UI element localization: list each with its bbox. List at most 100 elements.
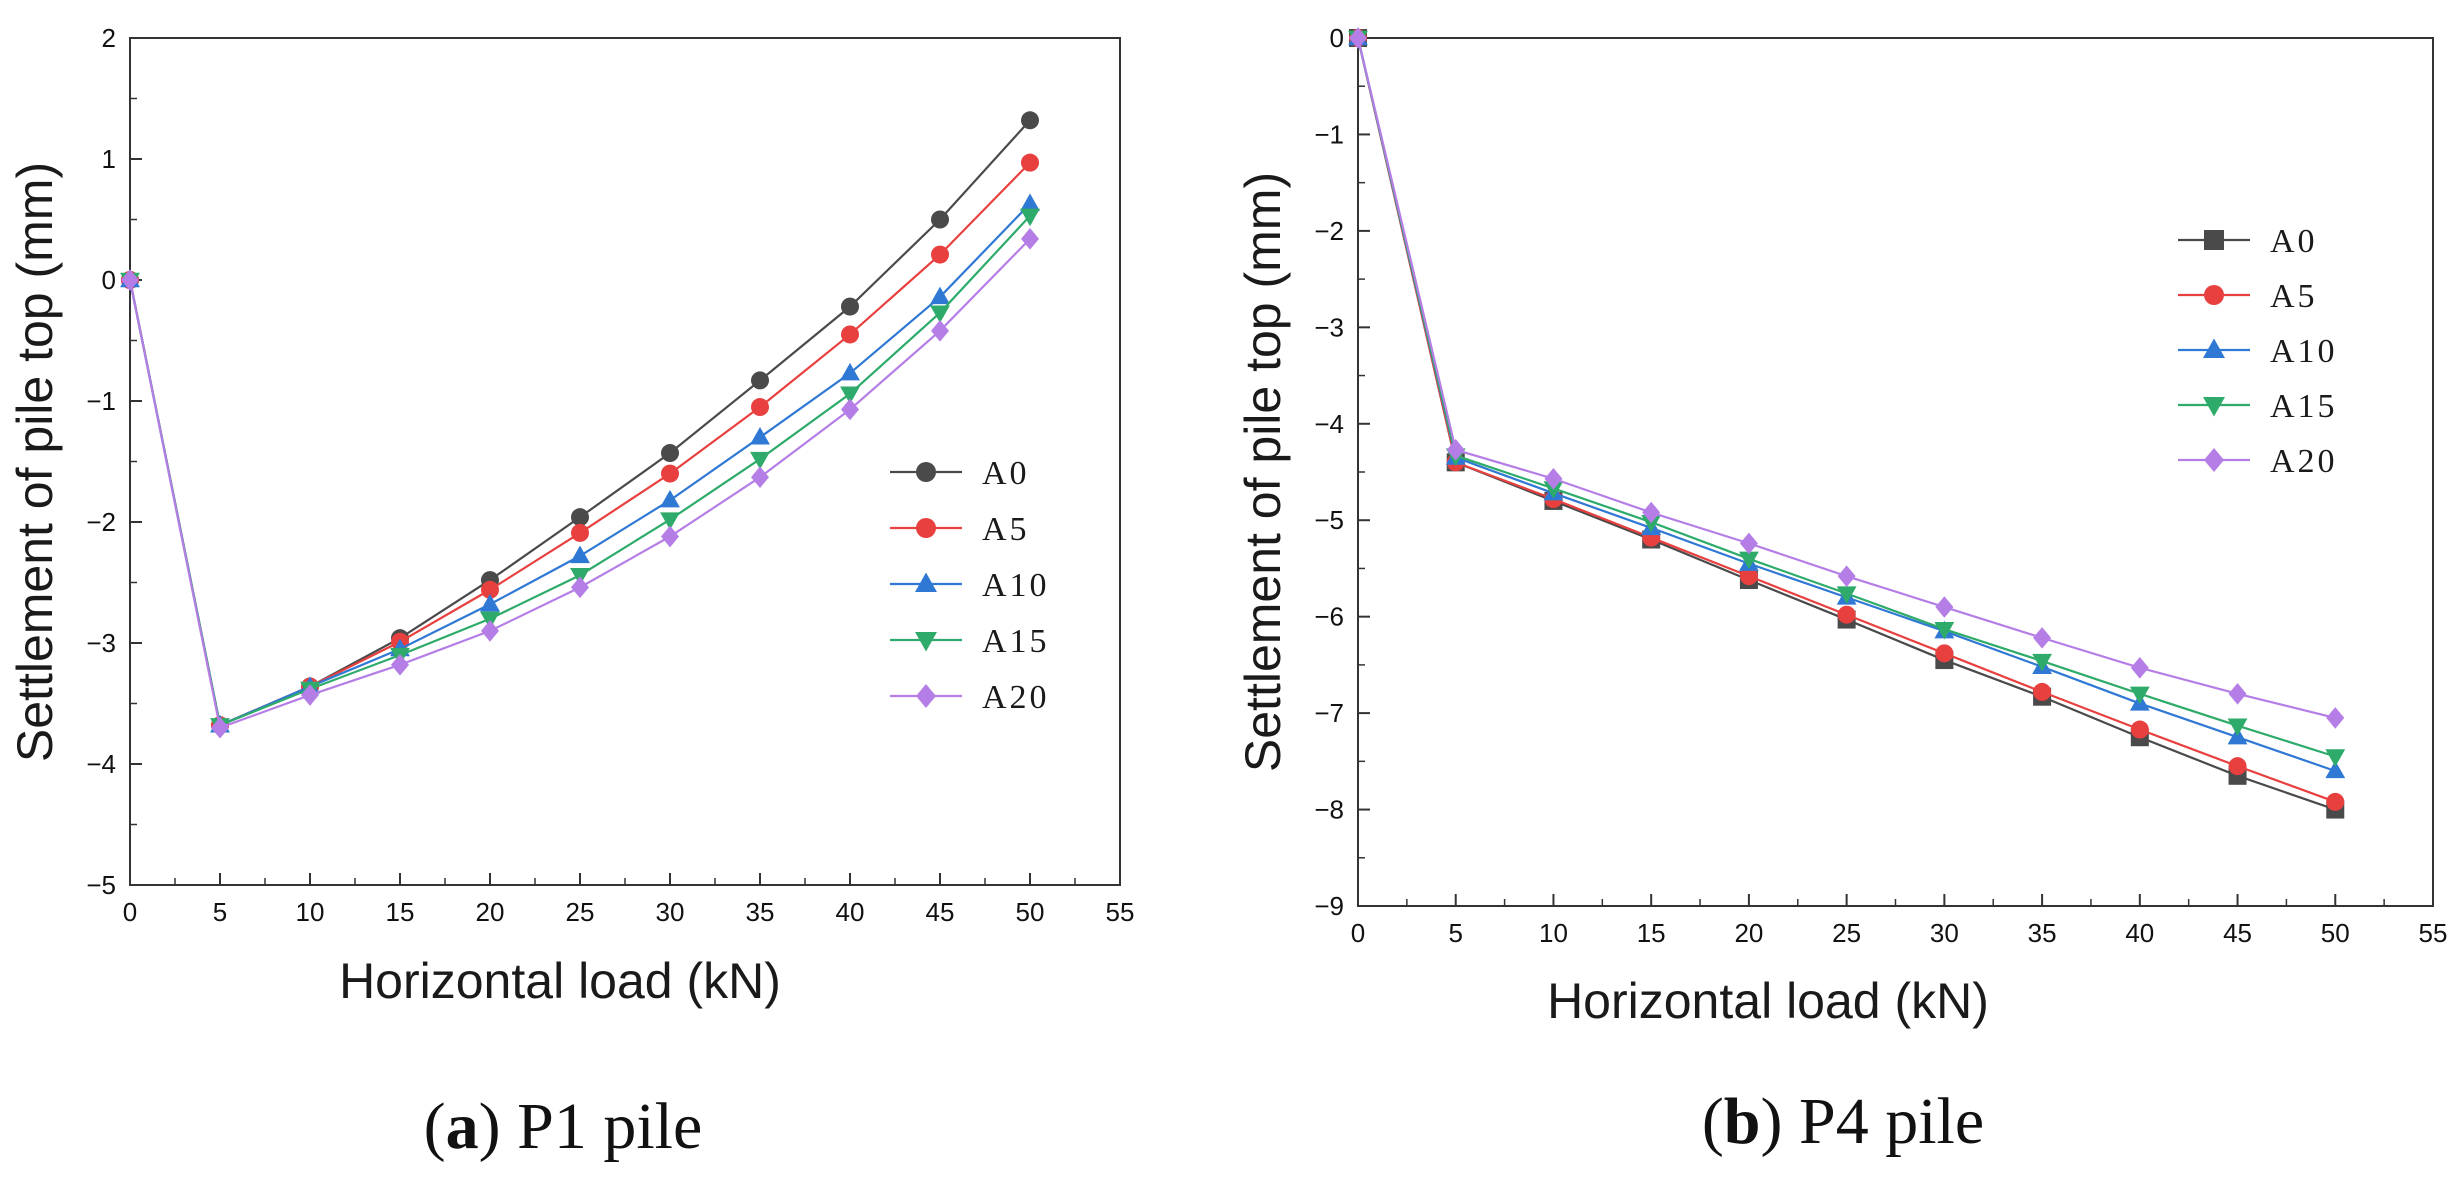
- series-line-a5: [1356, 37, 2336, 803]
- legend-marker: [2203, 338, 2225, 358]
- x-tick-label: 10: [1539, 918, 1568, 948]
- series-a5: [1349, 29, 2345, 811]
- data-point: [931, 210, 949, 229]
- legend-marker: [915, 632, 937, 652]
- data-point: [750, 451, 770, 470]
- caption-text-b: P4 pile: [1799, 1085, 1984, 1158]
- x-ticks-a: 0 5 10 15 20 25 30 35 40 45 50 55: [123, 873, 1135, 927]
- data-point: [661, 444, 679, 463]
- data-point: [2227, 718, 2248, 736]
- data-point: [571, 523, 589, 542]
- legend-label: A0: [982, 455, 1030, 492]
- data-point: [1934, 622, 1955, 640]
- legend-label: A0: [2270, 223, 2318, 260]
- data-point: [2033, 682, 2052, 701]
- data-point: [751, 466, 769, 489]
- data-point: [661, 525, 679, 548]
- series-a5: [121, 153, 1039, 735]
- legend-label: A10: [982, 567, 1050, 604]
- x-tick-label: 20: [476, 897, 505, 927]
- series-a20: [121, 228, 1039, 739]
- y-tick-label: −2: [86, 507, 116, 537]
- data-point: [211, 716, 229, 739]
- data-point: [1641, 514, 1662, 533]
- data-point: [2130, 720, 2149, 739]
- caption-b: (b) P4 pile: [1702, 1085, 1984, 1158]
- data-point: [1739, 532, 1758, 555]
- x-tick-label: 45: [2223, 918, 2252, 948]
- data-point: [2033, 627, 2052, 649]
- x-tick-label: 55: [1106, 897, 1135, 927]
- data-point: [1021, 153, 1039, 172]
- y-tick-label: 2: [102, 23, 116, 53]
- y-tick-label: −5: [86, 870, 116, 900]
- data-point: [930, 305, 950, 324]
- data-point: [481, 620, 499, 642]
- series-line-a0: [1356, 37, 2336, 811]
- x-tick-label: 20: [1734, 918, 1763, 948]
- data-point: [2326, 792, 2345, 811]
- data-point: [1543, 481, 1564, 499]
- data-point: [1446, 439, 1465, 461]
- series-group-a: [120, 111, 1040, 739]
- y-tick-label: 1: [102, 144, 116, 174]
- y-ticks-a: −5 −4 −3 −2 −1 0 1 2: [86, 23, 142, 900]
- y-tick-label: −9: [1314, 891, 1344, 921]
- series-line-a15: [128, 215, 1031, 727]
- data-point: [1020, 208, 1040, 227]
- legend-b: A0 A5 A10 A15 A20: [2178, 223, 2338, 480]
- data-point: [391, 653, 409, 676]
- legend-label: A5: [982, 511, 1030, 548]
- x-tick-label: 35: [2028, 918, 2057, 948]
- legend-label: A10: [2270, 333, 2338, 370]
- data-point: [750, 426, 770, 445]
- x-tick-label: 30: [656, 897, 685, 927]
- y-tick-label: −4: [86, 749, 116, 779]
- data-point: [481, 580, 499, 599]
- data-point: [1739, 567, 1758, 586]
- y-tick-label: −3: [86, 628, 116, 658]
- data-point: [1349, 27, 1367, 49]
- data-point: [1021, 228, 1039, 250]
- data-point: [931, 320, 949, 342]
- y-tick-label: −5: [1314, 505, 1344, 535]
- series-a10: [120, 193, 1040, 733]
- y-tick-label: −3: [1314, 312, 1344, 342]
- data-point: [2325, 749, 2346, 767]
- data-point: [931, 245, 949, 264]
- caption-letter-b: b: [1724, 1085, 1761, 1158]
- data-point: [2325, 760, 2346, 779]
- x-tick-label: 25: [1832, 918, 1861, 948]
- x-tick-label: 50: [2321, 918, 2350, 948]
- x-tick-label: 30: [1930, 918, 1959, 948]
- legend-marker: [2204, 230, 2224, 250]
- y-axis-label-b: Settlement of pile top (mm): [1235, 172, 1291, 772]
- data-point: [841, 325, 859, 344]
- data-point: [1935, 644, 1954, 663]
- y-tick-label: 0: [1330, 23, 1344, 53]
- data-point: [660, 512, 680, 530]
- y-tick-label: 0: [102, 265, 116, 295]
- x-tick-label: 35: [746, 897, 775, 927]
- legend-label: A20: [982, 679, 1050, 716]
- data-point: [1935, 596, 1954, 618]
- data-point: [571, 508, 589, 527]
- legend-marker: [916, 462, 936, 482]
- chart-panel-b: −9 −8 −7 −6 −5 −4 −3 −2 −1 0 0 5 10 15 20 25 30 35 40 45 50…: [1235, 23, 2447, 1158]
- legend-marker: [2203, 397, 2225, 417]
- y-axis-label-a: Settlement of pile top (mm): [7, 162, 63, 762]
- data-point: [121, 269, 139, 291]
- caption-letter-a: a: [446, 1090, 479, 1163]
- legend-label: A5: [2270, 278, 2318, 315]
- y-tick-label: −1: [86, 386, 116, 416]
- data-point: [840, 386, 860, 405]
- x-tick-label: 40: [836, 897, 865, 927]
- data-point: [841, 297, 859, 316]
- data-point: [751, 371, 769, 390]
- data-point: [660, 489, 680, 508]
- x-tick-label: 5: [213, 897, 227, 927]
- legend-marker: [916, 684, 936, 708]
- series-group-b: [1348, 27, 2346, 819]
- data-point: [751, 398, 769, 417]
